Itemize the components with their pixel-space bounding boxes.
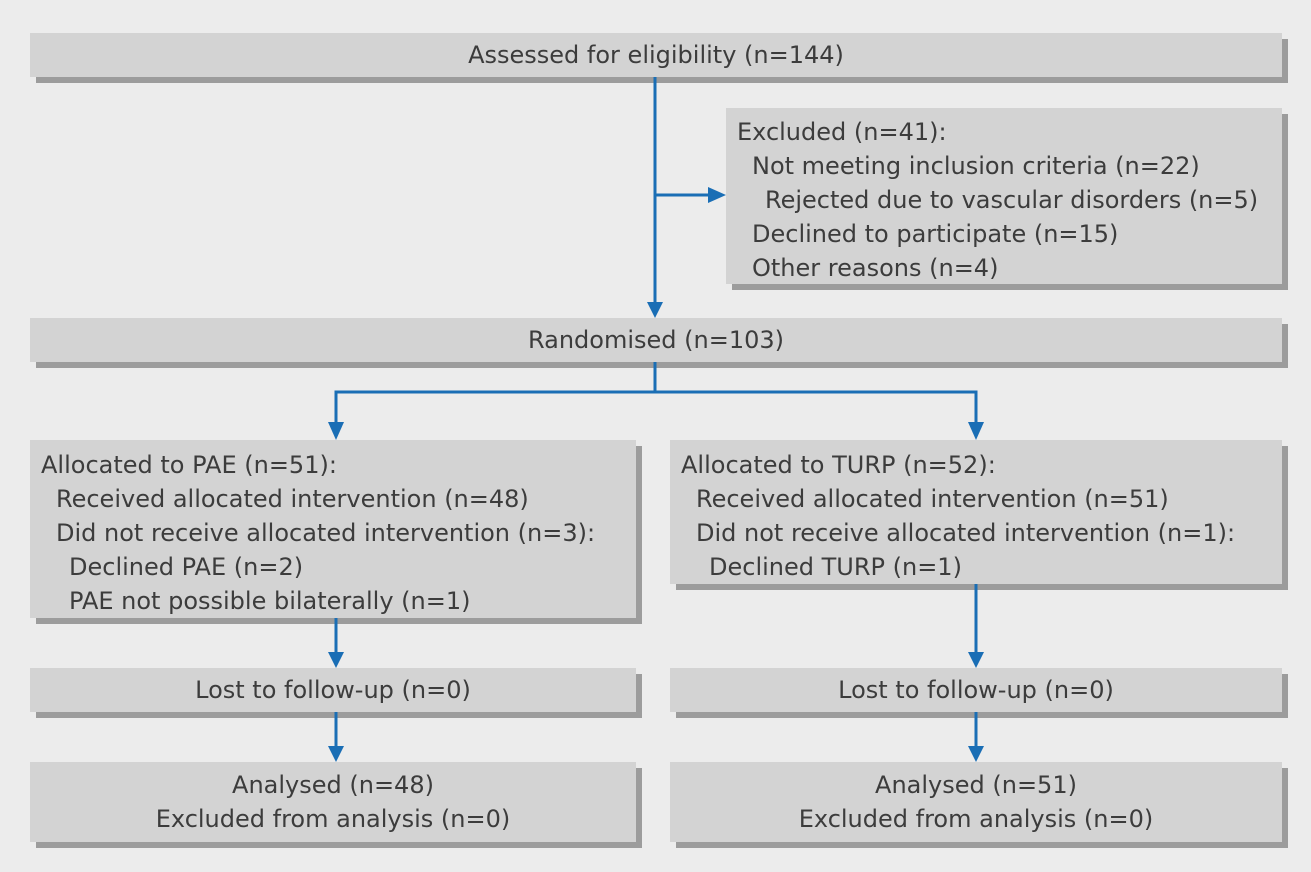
arrowhead — [328, 652, 344, 668]
assessed-box: Assessed for eligibility (n=144) — [30, 33, 1282, 77]
turp-allocation-box: Allocated to TURP (n=52): Received alloc… — [670, 440, 1282, 584]
excluded-other: Other reasons (n=4) — [752, 254, 999, 282]
pae-analysed: Analysed (n=48) — [232, 771, 434, 799]
excluded-vascular: Rejected due to vascular disorders (n=5) — [765, 186, 1259, 214]
arrowhead — [968, 422, 984, 440]
arrowhead — [708, 187, 726, 203]
arrowhead — [328, 746, 344, 762]
turp-lost-label: Lost to follow-up (n=0) — [838, 676, 1114, 704]
pae-analysed-box: Analysed (n=48) Excluded from analysis (… — [30, 762, 636, 842]
excluded-box: Excluded (n=41): Not meeting inclusion c… — [726, 108, 1282, 284]
pae-excluded-analysis: Excluded from analysis (n=0) — [155, 805, 511, 833]
turp-lost-box: Lost to follow-up (n=0) — [670, 668, 1282, 712]
pae-allocated: Allocated to PAE (n=51): — [41, 451, 337, 479]
pae-allocation-box: Allocated to PAE (n=51): Received alloca… — [30, 440, 636, 618]
pae-not-received: Did not receive allocated intervention (… — [56, 519, 596, 547]
arrowhead — [968, 746, 984, 762]
arrowhead — [647, 302, 663, 318]
turp-analysed: Analysed (n=51) — [875, 771, 1077, 799]
randomised-label: Randomised (n=103) — [527, 326, 785, 354]
randomised-box: Randomised (n=103) — [30, 318, 1282, 362]
excluded-not-meeting: Not meeting inclusion criteria (n=22) — [752, 152, 1200, 180]
excluded-title: Excluded (n=41): — [737, 118, 947, 146]
pae-lost-box: Lost to follow-up (n=0) — [30, 668, 636, 712]
turp-received: Received allocated intervention (n=51) — [696, 485, 1169, 513]
turp-allocated: Allocated to TURP (n=52): — [681, 451, 996, 479]
arrowhead — [328, 422, 344, 440]
split-line — [334, 390, 978, 405]
pae-lost-label: Lost to follow-up (n=0) — [195, 676, 471, 704]
pae-received: Received allocated intervention (n=48) — [56, 485, 529, 513]
turp-analysed-box: Analysed (n=51) Excluded from analysis (… — [670, 762, 1282, 842]
assessed-label: Assessed for eligibility (n=144) — [468, 41, 844, 69]
turp-excluded-analysis: Excluded from analysis (n=0) — [798, 805, 1154, 833]
pae-not-possible: PAE not possible bilaterally (n=1) — [69, 587, 471, 615]
excluded-declined: Declined to participate (n=15) — [752, 220, 1119, 248]
turp-not-received: Did not receive allocated intervention (… — [696, 519, 1236, 547]
pae-declined: Declined PAE (n=2) — [69, 553, 304, 581]
arrowhead — [968, 652, 984, 668]
turp-declined: Declined TURP (n=1) — [709, 553, 962, 581]
